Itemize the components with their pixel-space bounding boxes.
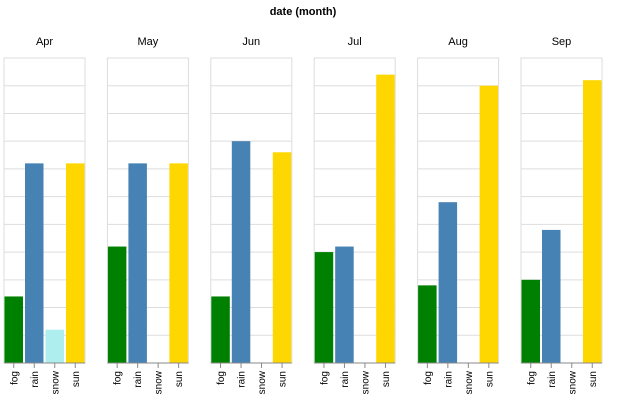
panel-may: May fog rain snow sun <box>106 36 189 394</box>
panel-sep: Sep fog rain snow sun <box>520 36 603 394</box>
x-tick-label-snow: snow <box>257 370 268 394</box>
panel-month-label: Aug <box>448 36 468 48</box>
x-tick-label-sun: sun <box>588 371 599 387</box>
bar-sun <box>479 85 499 364</box>
x-tick-label-rain: rain <box>443 371 454 388</box>
x-tick-label-fog: fog <box>216 371 227 385</box>
bar-fog <box>4 296 23 363</box>
x-tick-label-snow: snow <box>567 370 578 394</box>
x-tick-label-rain: rain <box>133 371 144 388</box>
panel-month-label: Apr <box>36 36 53 48</box>
chart-title: date (month) <box>270 6 337 18</box>
bar-fog <box>314 252 334 363</box>
bar-sun <box>169 163 188 363</box>
bar-rain <box>128 163 147 363</box>
bar-sun <box>272 152 292 363</box>
panel-month-label: Jun <box>242 36 260 48</box>
x-tick-label-sun: sun <box>174 371 185 387</box>
bar-rain <box>25 163 44 363</box>
x-tick-label-sun: sun <box>278 371 289 387</box>
x-tick-label-fog: fog <box>526 371 537 385</box>
panel-jun: Jun fog rain snow sun <box>210 36 293 394</box>
x-tick-label-fog: fog <box>9 371 20 385</box>
x-tick-label-fog: fog <box>113 371 124 385</box>
bar-fog <box>418 285 437 363</box>
panel-aug: Aug fog rain snow sun <box>417 36 500 394</box>
bar-fog <box>107 246 127 363</box>
panel-jul: Jul fog rain snow sun <box>313 36 396 394</box>
bar-sun <box>376 74 395 364</box>
x-tick-label-snow: snow <box>464 370 475 394</box>
x-tick-label-sun: sun <box>484 371 495 387</box>
panel-month-label: May <box>138 36 159 48</box>
x-tick-label-sun: sun <box>71 371 82 387</box>
bar-rain <box>231 141 251 363</box>
x-tick-label-snow: snow <box>360 370 371 394</box>
bar-fog <box>521 279 540 363</box>
x-tick-label-rain: rain <box>30 371 41 388</box>
bar-rain <box>335 246 354 363</box>
x-tick-label-rain: rain <box>237 371 248 388</box>
bar-snow <box>45 329 64 363</box>
x-tick-label-rain: rain <box>340 371 351 388</box>
x-tick-label-snow: snow <box>154 370 165 394</box>
x-tick-label-sun: sun <box>381 371 392 387</box>
bar-rain <box>542 229 561 363</box>
bar-sun <box>583 80 602 363</box>
bar-fog <box>211 296 230 363</box>
bar-rain <box>438 202 458 363</box>
panel-apr: Apr fog rain snow sun <box>3 36 86 394</box>
x-tick-label-rain: rain <box>547 371 558 388</box>
panel-month-label: Sep <box>552 36 572 48</box>
x-tick-label-fog: fog <box>319 371 330 385</box>
bar-sun <box>66 163 85 363</box>
x-tick-label-snow: snow <box>50 370 61 394</box>
panel-month-label: Jul <box>348 36 362 48</box>
x-tick-label-fog: fog <box>423 371 434 385</box>
